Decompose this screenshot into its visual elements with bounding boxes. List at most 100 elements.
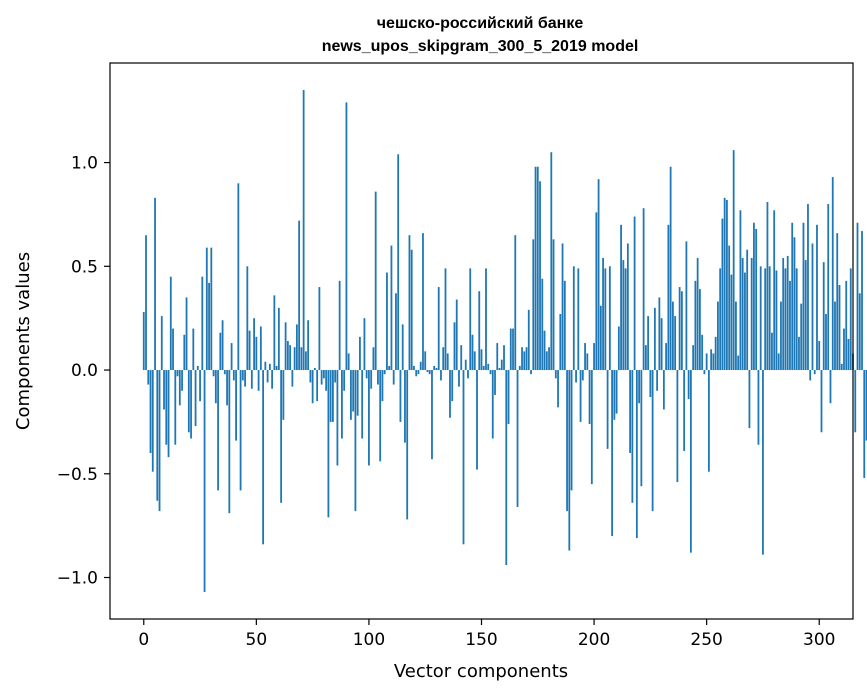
bar-235 xyxy=(671,301,674,371)
bar-283 xyxy=(780,301,782,371)
bar-181 xyxy=(550,152,553,371)
bar-43 xyxy=(239,370,242,491)
bar-112 xyxy=(395,293,397,371)
bar-148 xyxy=(476,370,478,470)
bar-292 xyxy=(800,303,803,371)
bar-304 xyxy=(827,204,830,371)
bar-246 xyxy=(696,258,699,371)
bar-289 xyxy=(793,237,796,371)
bar-131 xyxy=(437,287,440,371)
bar-135 xyxy=(446,353,449,371)
bar-121 xyxy=(415,370,418,377)
bar-249 xyxy=(703,370,706,375)
bar-218 xyxy=(633,216,636,371)
bar-127 xyxy=(428,370,431,375)
bar-41 xyxy=(235,370,237,441)
y-axis-ticks: −1.0 −0.5 0.0 0.5 1.0 xyxy=(57,154,110,589)
bar-280 xyxy=(773,210,776,371)
bar-264 xyxy=(737,355,740,371)
bar-266 xyxy=(741,258,744,371)
bar-126 xyxy=(426,370,429,373)
x-tick-label: 300 xyxy=(803,630,835,650)
bar-110 xyxy=(390,245,393,371)
bar-185 xyxy=(559,314,562,371)
bar-285 xyxy=(784,268,787,371)
bar-255 xyxy=(717,301,719,371)
bar-130 xyxy=(435,367,438,371)
bar-168 xyxy=(521,347,523,371)
bar-96 xyxy=(359,336,361,371)
bar-9 xyxy=(163,370,165,410)
bar-66 xyxy=(291,370,294,387)
bar-39 xyxy=(230,343,233,371)
bar-288 xyxy=(791,222,794,371)
x-tick-label: 50 xyxy=(246,630,268,650)
bar-81 xyxy=(325,370,328,391)
bar-243 xyxy=(689,370,692,553)
bar-115 xyxy=(401,324,404,371)
bar-101 xyxy=(370,370,373,389)
y-tick-label: −1.0 xyxy=(57,569,98,589)
bar-5 xyxy=(154,197,156,371)
bar-187 xyxy=(563,280,566,371)
bar-205 xyxy=(604,268,607,371)
bar-268 xyxy=(746,249,749,371)
bar-240 xyxy=(683,370,686,451)
bar-28 xyxy=(205,247,208,371)
bar-86 xyxy=(336,370,339,466)
bar-233 xyxy=(667,224,670,371)
bar-48 xyxy=(250,370,253,389)
bar-74 xyxy=(309,370,312,383)
bar-220 xyxy=(638,370,641,404)
bar-35 xyxy=(221,320,224,371)
bar-3 xyxy=(149,370,152,454)
bar-29 xyxy=(208,282,210,371)
bar-2 xyxy=(147,370,150,385)
bar-142 xyxy=(462,370,465,545)
bar-139 xyxy=(455,299,458,371)
bar-230 xyxy=(660,318,663,371)
bar-20 xyxy=(187,370,190,433)
bar-203 xyxy=(599,305,602,371)
bar-297 xyxy=(811,243,814,371)
bar-303 xyxy=(825,314,827,371)
bar-277 xyxy=(766,202,769,371)
bar-248 xyxy=(701,334,704,371)
bar-172 xyxy=(530,370,532,375)
bar-59 xyxy=(275,365,278,371)
bar-122 xyxy=(417,370,420,375)
bar-117 xyxy=(406,370,409,520)
bar-69 xyxy=(298,220,301,371)
bar-61 xyxy=(280,370,283,503)
bar-88 xyxy=(341,370,343,439)
plot-frame xyxy=(109,62,854,620)
bar-192 xyxy=(575,370,577,383)
bar-186 xyxy=(561,243,564,371)
bar-14 xyxy=(174,370,177,445)
bar-239 xyxy=(680,291,683,371)
bar-107 xyxy=(383,370,386,375)
bar-37 xyxy=(226,370,228,406)
bar-179 xyxy=(545,351,548,371)
bar-157 xyxy=(496,343,499,371)
bar-106 xyxy=(381,370,384,402)
bar-213 xyxy=(622,260,625,371)
x-axis-ticks: 0 50 100 150 200 250 300 xyxy=(138,619,835,650)
bar-284 xyxy=(782,258,785,371)
bar-238 xyxy=(678,287,681,371)
bar-99 xyxy=(365,370,368,379)
bar-22 xyxy=(192,328,195,371)
bar-299 xyxy=(816,224,818,371)
bar-191 xyxy=(572,266,575,371)
bar-136 xyxy=(449,370,451,418)
bar-60 xyxy=(277,307,280,371)
bar-178 xyxy=(543,330,546,371)
bar-50 xyxy=(255,336,258,371)
bar-103 xyxy=(374,191,377,371)
bar-250 xyxy=(705,353,708,371)
bar-176 xyxy=(539,181,541,371)
bar-287 xyxy=(789,280,791,371)
bar-269 xyxy=(748,370,751,429)
bar-254 xyxy=(714,336,717,371)
bar-224 xyxy=(647,316,650,371)
